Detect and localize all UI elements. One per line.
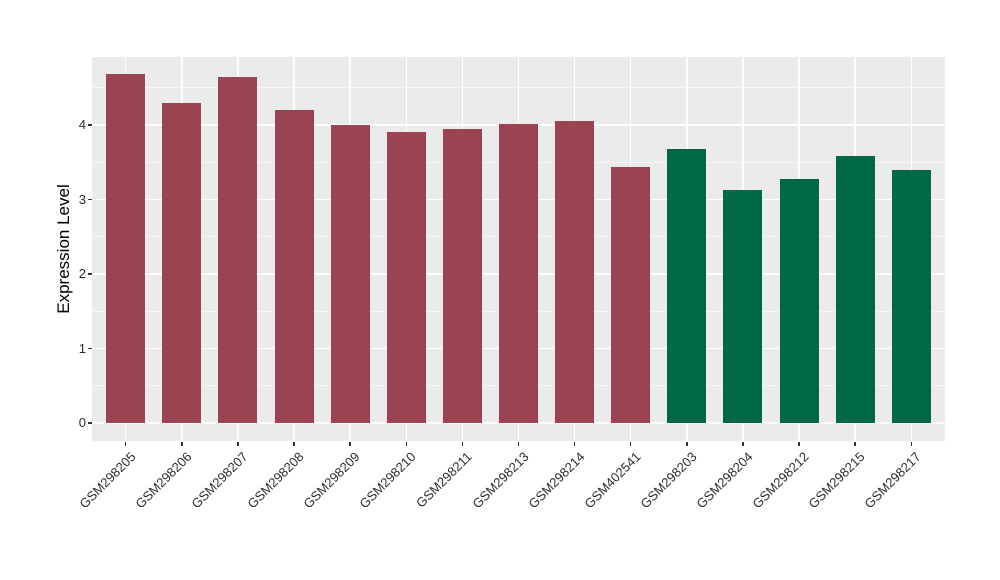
x-tick-mark	[124, 441, 127, 446]
bar-GSM298210	[386, 131, 426, 423]
x-tick-mark	[349, 441, 351, 446]
bar-GSM298212	[779, 179, 819, 423]
x-tick-mark	[686, 441, 688, 446]
bar-GSM298203	[667, 148, 707, 423]
x-tick-mark	[517, 441, 520, 446]
y-tick-mark	[87, 124, 92, 126]
y-tick-label: 1	[78, 340, 86, 356]
y-tick-mark	[87, 273, 92, 275]
bar-GSM298208	[274, 110, 314, 423]
x-tick-mark	[461, 441, 464, 446]
y-tick-label: 0	[78, 415, 86, 430]
y-tick-mark	[87, 422, 92, 424]
bar-GSM298207	[218, 76, 258, 423]
y-tick-mark	[87, 198, 92, 201]
y-tick-mark	[87, 347, 92, 350]
x-tick-mark	[237, 441, 239, 446]
plot-panel	[92, 57, 945, 441]
bar-GSM298215	[835, 155, 875, 423]
x-tick-mark	[293, 441, 295, 446]
x-tick-mark	[798, 441, 800, 446]
y-tick-label: 3	[78, 191, 86, 207]
x-tick-mark	[742, 441, 744, 446]
bar-GSM298209	[330, 125, 370, 423]
x-tick-mark	[405, 441, 407, 446]
y-tick-label: 2	[78, 266, 86, 281]
bar-GSM298213	[499, 124, 538, 423]
bar-GSM298214	[555, 120, 595, 423]
bar-GSM298211	[442, 128, 482, 423]
x-tick-mark	[181, 441, 183, 446]
x-tick-mark	[629, 441, 632, 446]
bar-GSM402541	[611, 167, 651, 423]
x-tick-mark	[910, 441, 913, 446]
bar-GSM298205	[106, 74, 146, 423]
bar-GSM298217	[891, 169, 931, 423]
x-tick-mark	[854, 441, 856, 446]
bar-GSM298206	[162, 102, 202, 423]
x-tick-mark	[573, 441, 576, 446]
y-tick-label: 4	[78, 117, 86, 132]
bar-GSM298204	[723, 189, 763, 423]
